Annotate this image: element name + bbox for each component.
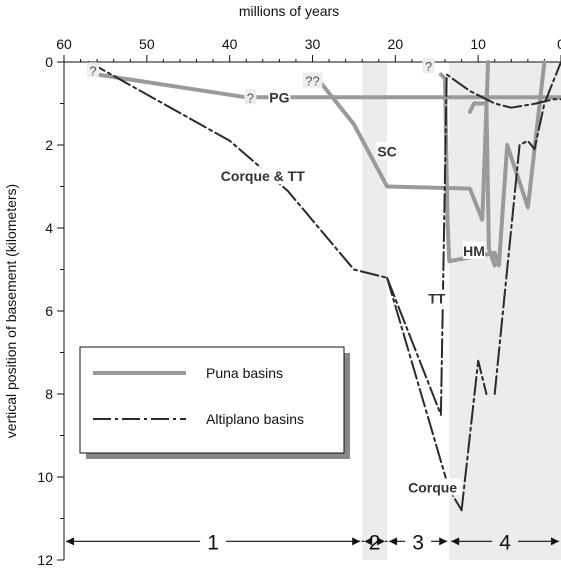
y-tick-label: 8 bbox=[45, 386, 53, 402]
x-axis-title: millions of years bbox=[239, 3, 339, 19]
annotation-bg bbox=[403, 478, 462, 496]
annotation-label: SC bbox=[377, 143, 396, 159]
x-tick-label: 50 bbox=[139, 36, 155, 52]
period-arrowhead bbox=[377, 537, 386, 546]
x-tick-label: 0 bbox=[557, 36, 561, 52]
y-tick-label: 4 bbox=[45, 220, 53, 236]
period-arrowhead bbox=[66, 537, 74, 546]
altiplano-basin-line bbox=[460, 359, 488, 512]
annotation-bg bbox=[376, 142, 399, 160]
legend-label: Altiplano basins bbox=[206, 411, 304, 427]
x-tick-label: 20 bbox=[388, 36, 404, 52]
annotation-bg bbox=[211, 167, 315, 185]
x-tick-label: 30 bbox=[305, 36, 321, 52]
question-mark: ? bbox=[247, 90, 254, 105]
y-tick-label: 6 bbox=[45, 303, 53, 319]
x-tick-label: 40 bbox=[222, 36, 238, 52]
puna-basin-line bbox=[318, 60, 491, 222]
altiplano-basin-line bbox=[493, 61, 561, 395]
y-tick-label: 0 bbox=[45, 54, 53, 70]
annotation-label: PG bbox=[269, 89, 289, 105]
x-tick-label: 60 bbox=[56, 36, 72, 52]
period-label: 2 bbox=[369, 531, 381, 554]
period-arrowhead bbox=[352, 537, 361, 546]
period-arrowhead bbox=[389, 537, 398, 546]
y-tick-label: 12 bbox=[37, 552, 53, 568]
x-tick-label: 10 bbox=[470, 36, 486, 52]
x-ticks: 60 50 40 30 20 10 0 bbox=[56, 36, 561, 62]
shaded-period-1 bbox=[362, 62, 388, 560]
legend-box bbox=[79, 346, 345, 454]
legend: Puna basins Altiplano basins bbox=[79, 346, 350, 459]
annotation-label: TT bbox=[428, 291, 446, 307]
question-mark: ?? bbox=[305, 74, 319, 89]
y-ticks: 0 2 4 6 8 10 12 bbox=[37, 54, 64, 568]
y-axis-title: vertical position of basement (kilometer… bbox=[3, 184, 19, 438]
period-arrows: 1 2 3 4 bbox=[66, 531, 559, 554]
annotations: PG SC HM TT Corque & TT Corque bbox=[211, 88, 486, 496]
y-tick-label: 10 bbox=[37, 469, 53, 485]
annotation-label: Corque & TT bbox=[221, 168, 305, 184]
altiplano-basin-line bbox=[87, 61, 561, 416]
period-label: 3 bbox=[412, 531, 424, 554]
question-mark: ? bbox=[89, 63, 96, 78]
legend-label: Puna basins bbox=[206, 365, 283, 381]
period-arrowhead bbox=[364, 537, 373, 546]
puna-basin-line bbox=[467, 101, 497, 268]
question-mark-bg bbox=[302, 72, 323, 88]
shaded-period-2 bbox=[449, 62, 561, 560]
period-arrowhead bbox=[439, 537, 448, 546]
annotation-label: HM bbox=[463, 243, 485, 259]
question-mark: ? bbox=[425, 59, 432, 74]
period-arrowhead bbox=[551, 537, 559, 546]
question-mark-bg bbox=[86, 62, 99, 78]
annotation-bg bbox=[268, 88, 291, 106]
annotation-label: Corque bbox=[408, 479, 457, 495]
y-tick-label: 2 bbox=[45, 137, 53, 153]
period-label: 1 bbox=[207, 531, 219, 554]
annotation-bg bbox=[425, 289, 448, 307]
annotation-bg bbox=[463, 241, 486, 259]
period-label: 4 bbox=[499, 531, 511, 554]
question-mark-bg bbox=[244, 89, 257, 105]
period-arrowhead bbox=[451, 537, 460, 546]
question-mark-bg bbox=[422, 58, 435, 74]
question-marks: ????? bbox=[86, 58, 435, 105]
